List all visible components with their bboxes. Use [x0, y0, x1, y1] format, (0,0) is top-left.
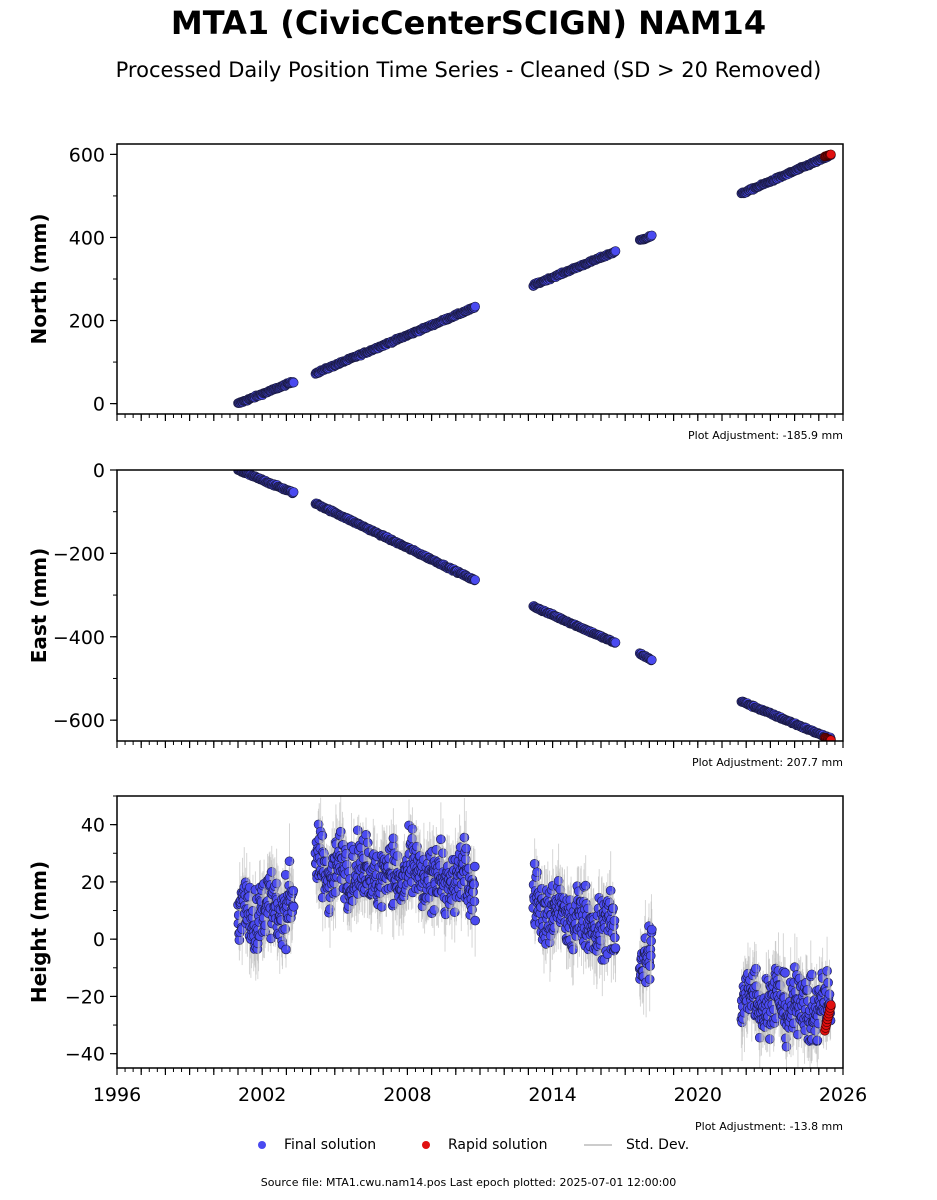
y-tick-label: 600	[69, 144, 105, 166]
rapid-marker-icon	[422, 1141, 430, 1149]
final-point	[610, 246, 621, 256]
final-point	[470, 575, 480, 585]
rapid-point	[826, 1000, 836, 1010]
std-line-icon	[584, 1144, 612, 1146]
height-axes-frame	[116, 795, 844, 1069]
final-point	[610, 637, 621, 648]
north-adjustment-note: Plot Adjustment: -185.9 mm	[688, 429, 843, 442]
legend-final-label: Final solution	[284, 1137, 377, 1153]
final-point	[647, 230, 657, 241]
figure-subtitle: Processed Daily Position Time Series - C…	[115, 58, 822, 82]
final-point	[436, 834, 446, 845]
east-ylabel: East (mm)	[27, 548, 51, 664]
east-adjustment-note: Plot Adjustment: 207.7 mm	[692, 756, 843, 769]
legend-final: Final solution	[258, 1137, 376, 1153]
y-tick-label: 0	[93, 929, 105, 951]
final-point	[469, 896, 480, 907]
y-tick-label: −20	[65, 986, 105, 1008]
final-point	[459, 832, 470, 843]
final-point	[470, 301, 480, 312]
final-point	[461, 843, 471, 854]
final-point	[288, 377, 299, 388]
x-tick-label: 2026	[819, 1084, 867, 1106]
final-point	[470, 861, 480, 872]
final-point	[407, 824, 418, 834]
height-adjustment-note: Plot Adjustment: -13.8 mm	[695, 1120, 843, 1133]
final-point	[780, 967, 790, 978]
y-tick-label: 20	[81, 872, 105, 894]
y-tick-label: 0	[93, 460, 105, 482]
final-point	[608, 903, 618, 914]
figure-title: MTA1 (CivicCenterSCIGN) NAM14	[170, 4, 767, 42]
final-point	[317, 830, 328, 841]
x-tick-label: 2002	[238, 1084, 286, 1106]
y-tick-label: −600	[53, 710, 105, 732]
final-point	[284, 856, 295, 867]
final-point	[288, 901, 299, 912]
height-ylabel: Height (mm)	[27, 861, 51, 1003]
rapid-point	[826, 149, 836, 160]
legend-rapid: Rapid solution	[422, 1137, 548, 1153]
legend-std-label: Std. Dev.	[626, 1137, 690, 1153]
legend-rapid-label: Rapid solution	[448, 1137, 548, 1153]
y-tick-label: −200	[53, 543, 105, 565]
north-axes-frame	[116, 143, 844, 415]
final-point	[281, 944, 291, 955]
final-point	[470, 915, 480, 926]
y-tick-label: −400	[53, 627, 105, 649]
y-tick-label: 0	[93, 394, 105, 416]
y-tick-label: −40	[65, 1044, 105, 1066]
final-point	[647, 924, 657, 935]
final-point	[765, 1034, 775, 1044]
final-point	[529, 859, 540, 869]
final-point	[580, 880, 591, 891]
y-tick-label: 400	[69, 227, 105, 249]
final-point	[812, 1035, 823, 1046]
east-series	[233, 470, 836, 741]
x-tick-label: 2008	[383, 1084, 431, 1106]
x-tick-label: 2014	[528, 1084, 576, 1106]
source-footer: Source file: MTA1.cwu.nam14.pos Last epo…	[260, 1176, 677, 1189]
east-axes-frame	[116, 469, 844, 742]
final-point	[610, 943, 621, 953]
y-tick-label: 40	[81, 815, 105, 837]
legend-std: Std. Dev.	[584, 1137, 689, 1153]
height-series	[233, 796, 836, 1068]
x-tick-label: 1996	[93, 1084, 141, 1106]
x-tick-label: 2020	[674, 1084, 722, 1106]
legend: Final solution Rapid solution Std. Dev.	[250, 1137, 710, 1159]
y-tick-label: 200	[69, 311, 105, 333]
final-point	[288, 487, 299, 497]
north-ylabel: North (mm)	[27, 213, 51, 344]
north-series	[233, 149, 836, 408]
final-marker-icon	[258, 1141, 266, 1149]
final-point	[647, 655, 657, 665]
rapid-point	[826, 735, 836, 741]
